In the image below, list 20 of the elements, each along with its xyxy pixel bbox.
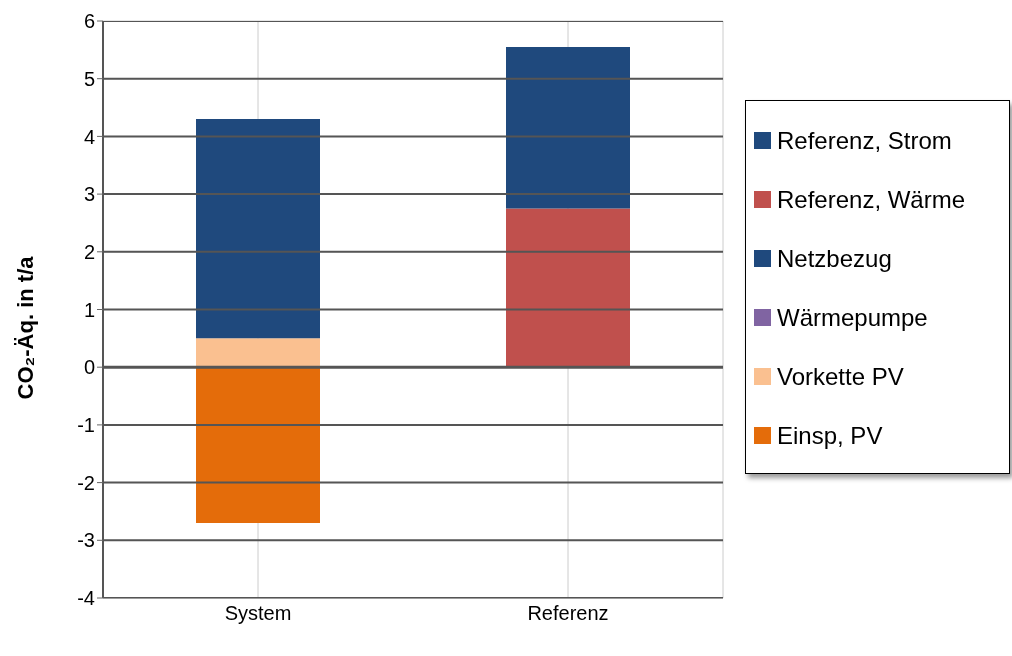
x-tick-label: System bbox=[224, 602, 292, 625]
y-tick-label: 6 bbox=[83, 10, 95, 33]
y-tick-label: 0 bbox=[83, 356, 95, 379]
y-tick-label: -4 bbox=[77, 587, 95, 610]
legend-label: Einsp, PV bbox=[777, 421, 883, 450]
legend-label: Netzbezug bbox=[777, 244, 892, 273]
y-tick-label: 4 bbox=[83, 125, 95, 148]
y-tick-label: -3 bbox=[77, 529, 95, 552]
y-tick-label: 2 bbox=[83, 240, 95, 263]
x-tick-label: Referenz bbox=[527, 602, 609, 625]
legend-label: Referenz, Strom bbox=[777, 126, 952, 155]
legend-label: Referenz, Wärme bbox=[777, 185, 966, 214]
y-axis-title: CO₂-Äq. in t/a bbox=[12, 255, 38, 400]
y-tick-label: 5 bbox=[83, 67, 95, 90]
legend-label: Vorkette PV bbox=[777, 362, 904, 391]
legend-label: Wärmepumpe bbox=[777, 303, 928, 332]
y-tick-label: 3 bbox=[83, 183, 95, 206]
y-tick-label: -2 bbox=[77, 471, 95, 494]
y-tick-label: -1 bbox=[77, 414, 95, 436]
y-tick-label: 1 bbox=[83, 298, 95, 321]
